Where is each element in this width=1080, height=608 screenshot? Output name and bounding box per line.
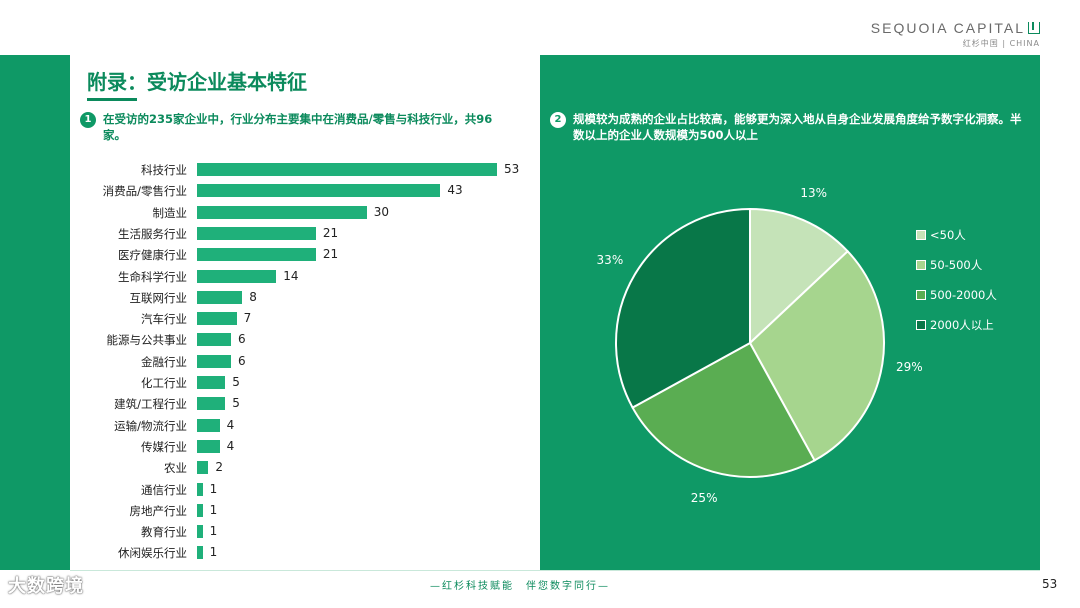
bar [197,482,203,496]
bar-value-label: 43 [447,183,463,198]
bar-value-label: 53 [504,162,520,176]
bar-label: 房地产行业 [129,503,188,518]
left-green-stripe [0,55,70,570]
brand-name: SEQUOIA CAPITAL [871,20,1040,36]
bar-value-label: 21 [322,225,339,240]
bar-value-label: 21 [322,247,339,262]
bar [197,525,203,539]
watermark-text: 大数跨境 [8,576,84,597]
left-note-text: 在受访的235家企业中，行业分布主要集中在消费品/零售与科技行业，共96家。 [103,112,493,142]
legend-item: <50人 [916,227,966,243]
bar-label: 制造业 [152,205,188,220]
pie-percent-label: 33% [596,252,624,267]
bar-value-label: 5 [232,396,240,411]
bar-value-label: 7 [243,311,252,326]
left-white-card [70,55,540,570]
bar [197,312,237,326]
bar-label: 消费品/零售行业 [102,184,187,199]
bar-value-label: 8 [249,289,257,304]
bar-value-label: 5 [232,375,240,389]
bar [197,418,220,432]
legend-swatch [916,320,926,330]
bar [197,376,226,389]
bar-label: 金融行业 [141,354,187,369]
bar [197,503,203,517]
page-title: 附录：受访企业基本特征 [87,70,307,94]
bar-label: 生活服务行业 [118,226,187,241]
bar-label: 传媒行业 [141,439,187,454]
bar-value-label: 2 [215,460,223,475]
bar [197,333,231,347]
bar-value-label: 4 [226,417,235,432]
bar [197,163,497,176]
legend-label: 2000人以上 [930,318,994,332]
bar [197,461,209,475]
right-white-edge [1040,55,1080,570]
brand-subtitle: 红杉中国 | CHINA [962,39,1040,48]
legend-swatch [916,260,926,270]
bar [197,290,243,304]
legend-label: 50-500人 [930,258,983,272]
note-badge-2: 2 [550,112,566,128]
bar [197,354,231,368]
right-note-text: 规模较为成熟的企业占比较高，能够更为深入地从自身企业发展角度给予数字化洞察。半数… [573,112,1022,142]
footer-divider [70,570,1040,571]
bar-value-label: 6 [237,332,246,347]
page-number: 53 [1042,577,1058,591]
bar-label: 科技行业 [141,163,187,177]
bar-value-label: 6 [237,353,246,368]
bar [197,397,226,411]
footer-slogan: —红杉科技赋能 伴您数字同行— [430,581,610,592]
legend-swatch [916,230,926,240]
bar-value-label: 30 [373,204,390,219]
bar-label: 通信行业 [141,482,187,497]
legend-item: 2000人以上 [916,317,994,333]
bar-label: 休闲娱乐行业 [118,546,187,561]
pie-slice [748,249,885,462]
bar-label: 能源与公共事业 [106,333,188,348]
bar-label: 化工行业 [141,376,187,390]
legend-item: 500-2000人 [916,287,997,303]
pie-slice [749,207,850,346]
bar [197,184,441,198]
bar-value-label: 1 [209,545,218,560]
bar [197,439,220,453]
bar-value-label: 4 [226,438,235,453]
title-underline [87,98,137,101]
pie-percent-label: 13% [800,186,827,201]
brand-block: SEQUOIA CAPITAL 红杉中国 | CHINA [871,20,1040,49]
bar [197,269,277,283]
bar [197,248,316,262]
sequoia-logo-icon [1028,22,1040,34]
bar [197,226,316,240]
bar-label: 互联网行业 [129,290,188,305]
pie-percent-label: 29% [896,360,923,375]
bar-value-label: 1 [209,502,218,517]
pie-slice [615,207,751,409]
bar-label: 建筑/工程行业 [114,397,187,412]
legend-label: <50人 [930,228,966,242]
legend-swatch [916,290,926,300]
bar-label: 汽车行业 [141,312,187,327]
bar-label: 农业 [164,461,187,476]
legend-item: 50-500人 [916,257,982,273]
bar-value-label: 1 [209,481,218,496]
legend-label: 500-2000人 [930,288,997,302]
bar-label: 医疗健康行业 [118,248,187,263]
note-badge-1: 1 [80,112,96,128]
bar-value-label: 1 [209,524,218,539]
pie-percent-label: 25% [690,490,718,505]
company-size-pie-chart [615,207,885,478]
bar-label: 教育行业 [141,525,187,540]
bar [197,546,203,560]
bar-value-label: 14 [283,268,299,283]
bar [197,205,367,219]
bar-label: 运输/物流行业 [114,418,187,433]
pie-slice [631,341,816,478]
bar-label: 生命科学行业 [118,269,187,284]
